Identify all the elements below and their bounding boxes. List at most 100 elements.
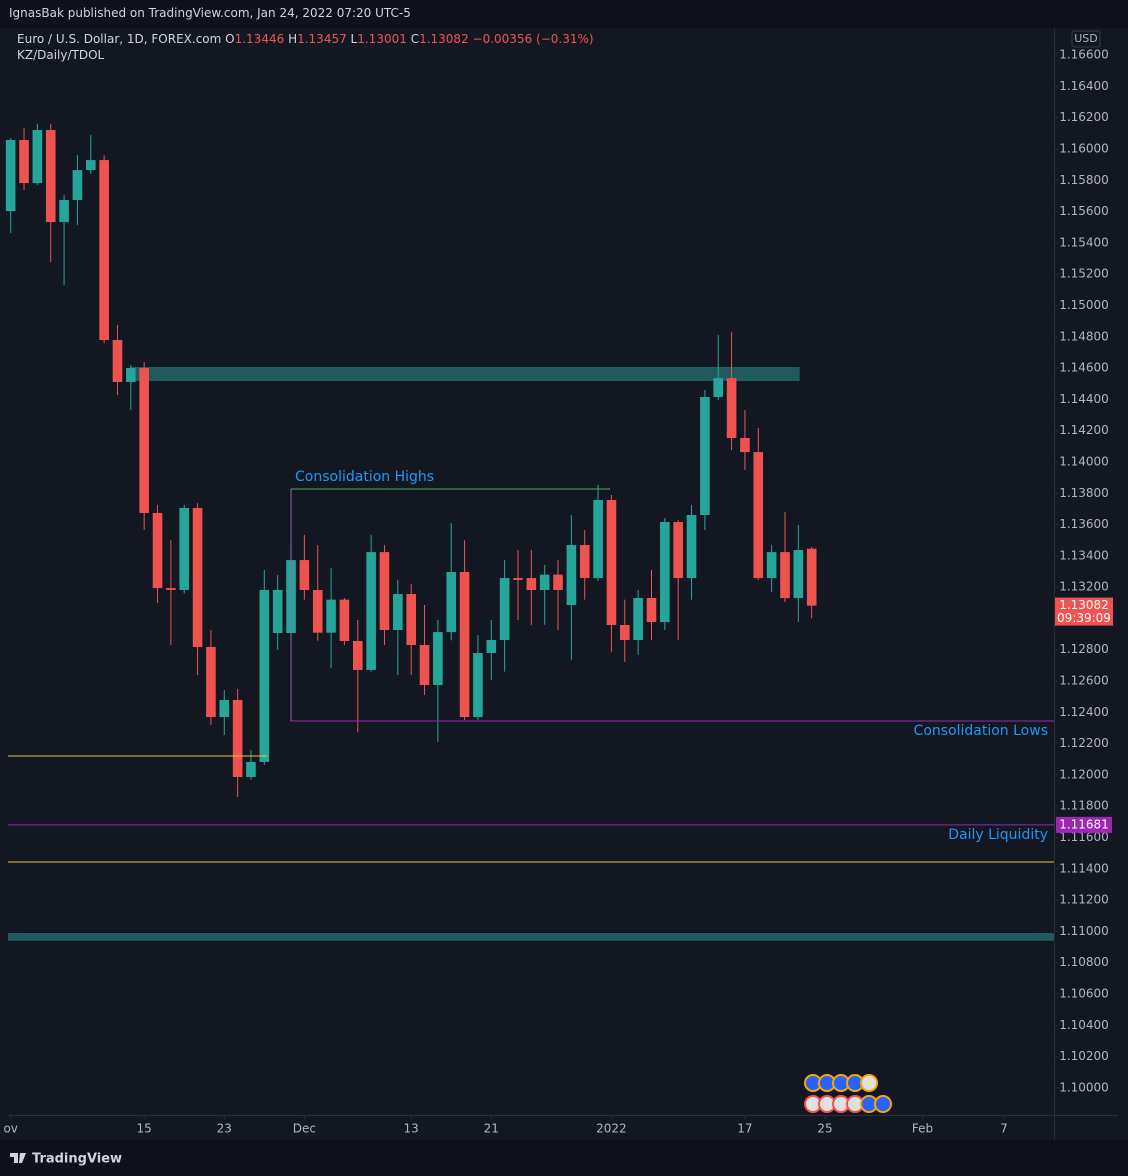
x-tick-label: 15 xyxy=(137,1122,152,1136)
ohlc-key: L xyxy=(350,32,358,46)
price-label: 1.11681 xyxy=(1059,817,1109,831)
candle-body xyxy=(352,640,363,670)
currency-box xyxy=(1071,30,1101,48)
currency: USD xyxy=(1074,32,1098,45)
x-tick-label: 13 xyxy=(404,1122,419,1136)
candle-body xyxy=(700,397,710,516)
candle-body xyxy=(566,545,577,605)
y-tick-label: 1.13400 xyxy=(1059,548,1109,562)
y-tick-label: 1.15000 xyxy=(1059,298,1109,312)
x-tick-label: Feb xyxy=(912,1122,933,1136)
candle-body xyxy=(766,552,777,579)
candle-body xyxy=(593,499,603,579)
candle-body xyxy=(99,160,109,341)
candle-body xyxy=(459,571,470,718)
ohlc-value: 1.13457 xyxy=(297,32,347,46)
y-tick-label: 1.11400 xyxy=(1059,861,1109,875)
candle-body xyxy=(513,578,523,580)
y-tick-label: 1.14000 xyxy=(1059,454,1109,468)
candle-body xyxy=(139,368,149,513)
published-info: IgnasBak published on TradingView.com, J… xyxy=(9,6,411,20)
price-label-box xyxy=(1056,816,1112,833)
y-tick-label: 1.14400 xyxy=(1059,392,1109,406)
candle-body xyxy=(673,522,683,579)
symbol: Euro / U.S. Dollar, 1D, FOREX.com xyxy=(17,32,222,46)
ohlc-value: 1.13082 xyxy=(419,32,469,46)
indicator: KZ/Daily/TDOL xyxy=(17,48,105,62)
top-bar xyxy=(0,0,1128,28)
x-tick-label: ov xyxy=(3,1122,17,1136)
candle-body xyxy=(753,452,764,579)
y-tick-label: 1.16600 xyxy=(1059,48,1109,62)
candle-body xyxy=(126,368,136,382)
y-tick-label: 1.16000 xyxy=(1059,141,1109,155)
x-tick-label: 25 xyxy=(817,1122,832,1136)
ohlc-key: C xyxy=(410,32,420,46)
level-label: Daily Liquidity xyxy=(948,827,1048,843)
ohlc-key: O xyxy=(225,32,235,46)
level-label: Consolidation Lows xyxy=(914,723,1048,739)
y-tick-label: 1.16200 xyxy=(1059,110,1109,124)
candle-body xyxy=(780,552,790,599)
candle-body xyxy=(339,599,350,641)
candle-body xyxy=(726,378,737,439)
y-tick-label: 1.15200 xyxy=(1059,267,1109,281)
y-tick-label: 1.11200 xyxy=(1059,893,1109,907)
candle-body xyxy=(499,578,510,641)
y-tick-label: 1.13800 xyxy=(1059,486,1109,500)
y-tick-label: 1.10800 xyxy=(1059,955,1109,969)
candle-body xyxy=(379,552,390,631)
y-tick-label: 1.10200 xyxy=(1059,1049,1109,1063)
candle-body xyxy=(713,378,724,398)
y-tick-label: 1.12000 xyxy=(1059,767,1109,781)
candle-body xyxy=(793,550,804,599)
candle-body xyxy=(446,571,457,633)
ohlc-key: H xyxy=(288,32,298,46)
candle-body xyxy=(393,594,403,631)
candle-body xyxy=(686,515,697,579)
y-tick-label: 1.11800 xyxy=(1059,799,1109,813)
ohlc-value: 1.13001 xyxy=(357,32,407,46)
candle-body xyxy=(619,625,630,641)
level-label: Consolidation Highs xyxy=(295,469,434,485)
candle-body xyxy=(45,130,56,223)
tv-logo xyxy=(10,1153,26,1163)
y-tick-label: 1.12400 xyxy=(1059,705,1109,719)
candle-body xyxy=(633,597,643,641)
candle-body xyxy=(326,599,336,633)
y-tick-label: 1.12600 xyxy=(1059,674,1109,688)
candle-body xyxy=(19,140,29,184)
y-tick-label: 1.15600 xyxy=(1059,204,1109,218)
x-tick-label: 7 xyxy=(1000,1122,1008,1136)
candle-body xyxy=(539,574,550,590)
y-tick-label: 1.10600 xyxy=(1059,987,1109,1001)
last-price-box xyxy=(1055,597,1113,626)
y-tick-label: 1.11000 xyxy=(1059,924,1109,938)
candle-body xyxy=(219,699,230,718)
candle-body xyxy=(433,632,443,685)
candle-body xyxy=(272,589,283,634)
y-tick-label: 1.10000 xyxy=(1059,1080,1109,1094)
candle-body xyxy=(232,699,243,777)
candle-body xyxy=(246,761,256,777)
candle-body xyxy=(419,645,430,685)
event-icons xyxy=(804,1074,892,1113)
y-tick-label: 1.10400 xyxy=(1059,1018,1109,1032)
y-tick-label: 1.12200 xyxy=(1059,736,1109,750)
candle-body xyxy=(192,507,203,647)
candle-body xyxy=(312,589,323,633)
y-tick-label: 1.12800 xyxy=(1059,642,1109,656)
change: −0.00356 (−0.31%) xyxy=(472,32,594,46)
candle-body xyxy=(473,653,483,718)
candle-body xyxy=(259,589,270,762)
brand: TradingView xyxy=(32,1152,122,1167)
candle-body xyxy=(59,199,69,223)
candle-body xyxy=(179,507,190,590)
candle-body xyxy=(606,499,617,626)
candle-body xyxy=(486,640,497,654)
zone xyxy=(130,366,800,382)
y-tick-label: 1.14200 xyxy=(1059,423,1109,437)
zone xyxy=(8,932,1054,941)
candle-body xyxy=(166,588,176,590)
